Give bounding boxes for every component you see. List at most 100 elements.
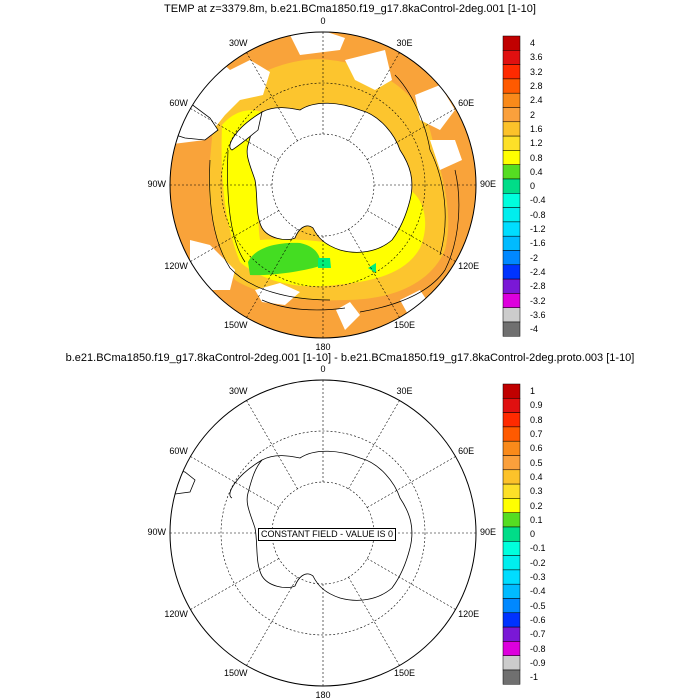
colorbar-label: 0.9 <box>530 400 543 411</box>
top-map-grid <box>170 32 476 338</box>
colorbar-swatch <box>502 412 521 428</box>
longitude-label: 60W <box>169 97 188 108</box>
colorbar-swatch <box>502 121 521 137</box>
longitude-label: 90E <box>480 179 497 189</box>
colorbar-label: 0.4 <box>530 471 543 482</box>
colorbar-swatch <box>502 293 521 308</box>
meridian-line <box>190 210 279 262</box>
colorbar-swatch <box>502 555 521 571</box>
colorbar-label: -0.8 <box>530 643 546 654</box>
longitude-label: 120E <box>458 608 480 619</box>
longitude-label: 60W <box>169 445 188 456</box>
colorbar-swatch <box>502 569 521 585</box>
longitude-label: 150E <box>393 668 416 679</box>
top-temperature-map <box>170 32 476 338</box>
meridian-line <box>190 456 279 508</box>
colorbar-swatch <box>502 150 521 165</box>
colorbar-label: 3.2 <box>530 66 543 77</box>
colorbar-label: 3.6 <box>530 52 543 63</box>
colorbar-swatch <box>502 307 521 323</box>
bottom-colorbar <box>502 383 521 685</box>
colorbar-swatch <box>502 541 521 556</box>
colorbar-swatch <box>502 221 521 237</box>
bottom-map-grid <box>170 380 476 686</box>
colorbar-label: 0.8 <box>530 414 543 425</box>
longitude-label: 30E <box>396 37 413 48</box>
longitude-label: 30W <box>228 385 248 396</box>
meridian-line <box>246 52 298 141</box>
colorbar-swatch <box>502 64 521 80</box>
colorbar-label: -0.7 <box>530 629 546 640</box>
colorbar-swatch <box>502 469 521 485</box>
colorbar-label: 2 <box>530 109 536 120</box>
meridian-line <box>348 400 400 489</box>
colorbar-swatch <box>502 440 521 456</box>
colorbar-label: -0.4 <box>530 586 546 597</box>
peninsula-outline <box>229 459 263 499</box>
longitude-label: 60E <box>458 97 475 108</box>
longitude-label: 0 <box>320 16 326 26</box>
colorbar-swatch <box>502 512 521 528</box>
colorbar-swatch <box>502 483 521 499</box>
colorbar-label: 1.6 <box>530 123 543 134</box>
colorbar-swatch <box>502 78 521 94</box>
colorbar-label: 0.6 <box>530 443 543 454</box>
bottom-map-border <box>169 379 477 687</box>
colorbar-label: 0.5 <box>530 457 543 468</box>
longitude-label: 150E <box>393 320 416 331</box>
colorbar-swatch <box>502 107 521 123</box>
colorbar-swatch <box>502 455 521 471</box>
colorbar-swatch <box>502 383 521 399</box>
top-map-border <box>169 31 477 339</box>
colorbar-swatch <box>502 135 521 151</box>
colorbar-label: 0.1 <box>530 514 543 525</box>
colorbar-label: 0.3 <box>530 486 543 497</box>
colorbar-label: 2.4 <box>530 95 543 106</box>
colorbar-label: 1 <box>530 386 536 397</box>
longitude-label: 90W <box>147 527 166 537</box>
colorbar-swatch <box>502 278 521 294</box>
longitude-label: 90W <box>147 179 166 189</box>
colorbar-label: -2.4 <box>530 266 546 277</box>
green-patch <box>248 242 321 276</box>
colorbar-swatch <box>502 598 521 614</box>
colorbar-label: -3.2 <box>530 295 546 306</box>
colorbar-label: -1.6 <box>530 238 546 249</box>
longitude-label: 150W <box>223 668 248 679</box>
meridian-line <box>246 229 298 318</box>
colorbar-swatch <box>502 264 521 280</box>
colorbar-label: 2.8 <box>530 81 543 92</box>
meridian-line <box>348 577 400 666</box>
meridian-line <box>367 108 456 160</box>
colorbar-label: -0.8 <box>530 209 546 220</box>
colorbar-label: 1.2 <box>530 138 543 149</box>
colorbar-label: 0.2 <box>530 500 543 511</box>
colorbar-swatch <box>502 498 521 513</box>
colorbar-label: -2.8 <box>530 281 546 292</box>
longitude-label: 60E <box>458 445 475 456</box>
longitude-label: 120E <box>458 260 480 271</box>
colorbar-label: 0.7 <box>530 429 543 440</box>
colorbar-label: 0 <box>530 181 536 192</box>
colorbar-swatch <box>502 50 521 65</box>
longitude-label: 90E <box>480 527 497 537</box>
colorbar-swatch <box>502 250 521 266</box>
meridian-line <box>367 456 456 508</box>
colorbar-swatch <box>502 178 521 194</box>
colorbar-swatch <box>502 641 521 656</box>
colorbar-label: 0.4 <box>530 166 543 177</box>
top-panel-title: TEMP at z=3379.8m, b.e21.BCma1850.f19_g1… <box>164 3 536 15</box>
colorbar-swatch <box>502 398 521 413</box>
meridian-line <box>367 210 456 262</box>
colorbar-swatch <box>502 92 521 108</box>
mint-patch <box>318 258 331 268</box>
colorbar-swatch <box>502 207 521 223</box>
colorbar-swatch <box>502 35 521 51</box>
constant-field-annotation: CONSTANT FIELD - VALUE IS 0 <box>258 528 397 541</box>
colorbar-label: 0.8 <box>530 152 543 163</box>
longitude-label: 0 <box>320 364 326 374</box>
meridian-line <box>246 577 298 666</box>
latitude-circle <box>220 430 426 636</box>
colorbar-swatch <box>502 321 521 337</box>
